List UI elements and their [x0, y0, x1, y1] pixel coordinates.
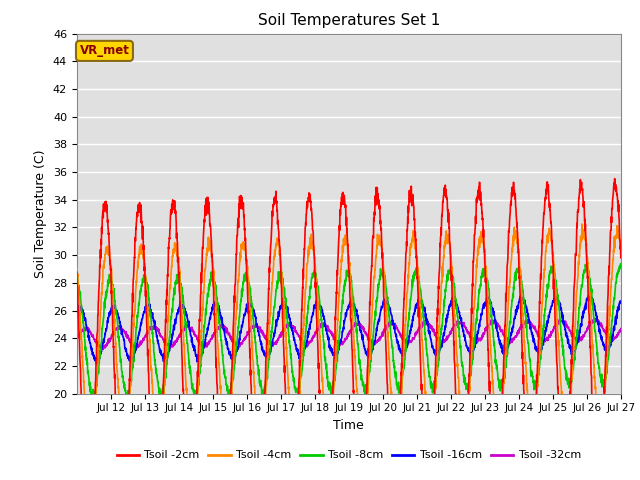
Tsoil -32cm [73, 337, 81, 343]
Line: Tsoil -16cm: Tsoil -16cm [77, 295, 621, 362]
Line: Tsoil -8cm: Tsoil -8cm [77, 264, 621, 400]
Tsoil -4cm [86, 448, 94, 454]
Line: Tsoil -32cm: Tsoil -32cm [77, 318, 621, 350]
Line: Tsoil -2cm: Tsoil -2cm [77, 179, 621, 480]
Tsoil -4cm [617, 243, 625, 249]
Tsoil -8cm [543, 281, 551, 287]
Tsoil -8cm [127, 378, 135, 384]
Tsoil -4cm [245, 288, 253, 294]
Tsoil -4cm [543, 232, 551, 238]
Tsoil -16cm [381, 299, 389, 304]
Tsoil -32cm [127, 340, 135, 346]
Tsoil -32cm [543, 338, 551, 344]
Tsoil -16cm [584, 292, 592, 298]
Tsoil -16cm [196, 360, 204, 365]
Tsoil -2cm [245, 315, 253, 321]
Tsoil -4cm [381, 291, 389, 297]
Tsoil -2cm [609, 191, 617, 197]
Title: Soil Temperatures Set 1: Soil Temperatures Set 1 [258, 13, 440, 28]
Text: VR_met: VR_met [79, 44, 129, 58]
Tsoil -8cm [609, 303, 617, 309]
Tsoil -16cm [610, 325, 618, 331]
Tsoil -32cm [610, 335, 618, 341]
Tsoil -32cm [245, 329, 253, 335]
Tsoil -32cm [617, 326, 625, 332]
Tsoil -16cm [513, 310, 520, 315]
Tsoil -8cm [73, 275, 81, 280]
Tsoil -2cm [543, 179, 551, 185]
Tsoil -32cm [381, 325, 389, 331]
Tsoil -4cm [578, 221, 586, 227]
Tsoil -16cm [245, 303, 253, 309]
Tsoil -4cm [513, 232, 520, 238]
Tsoil -4cm [610, 247, 618, 252]
Y-axis label: Soil Temperature (C): Soil Temperature (C) [35, 149, 47, 278]
Tsoil -32cm [97, 347, 104, 353]
Tsoil -8cm [513, 267, 520, 273]
Tsoil -16cm [127, 356, 135, 362]
Tsoil -2cm [127, 339, 135, 345]
Legend: Tsoil -2cm, Tsoil -4cm, Tsoil -8cm, Tsoil -16cm, Tsoil -32cm: Tsoil -2cm, Tsoil -4cm, Tsoil -8cm, Tsoi… [112, 446, 586, 465]
Tsoil -2cm [611, 176, 618, 181]
Tsoil -8cm [381, 280, 389, 286]
X-axis label: Time: Time [333, 419, 364, 432]
Tsoil -16cm [617, 300, 625, 305]
Tsoil -8cm [245, 284, 253, 289]
Tsoil -2cm [381, 336, 389, 342]
Tsoil -8cm [617, 261, 625, 266]
Tsoil -8cm [617, 262, 625, 268]
Tsoil -32cm [591, 315, 598, 321]
Line: Tsoil -4cm: Tsoil -4cm [77, 224, 621, 451]
Tsoil -4cm [127, 363, 135, 369]
Tsoil -2cm [73, 269, 81, 275]
Tsoil -16cm [73, 309, 81, 314]
Tsoil -8cm [88, 397, 96, 403]
Tsoil -2cm [617, 255, 625, 261]
Tsoil -2cm [513, 218, 520, 224]
Tsoil -4cm [73, 264, 81, 270]
Tsoil -32cm [513, 333, 520, 338]
Tsoil -16cm [543, 318, 551, 324]
